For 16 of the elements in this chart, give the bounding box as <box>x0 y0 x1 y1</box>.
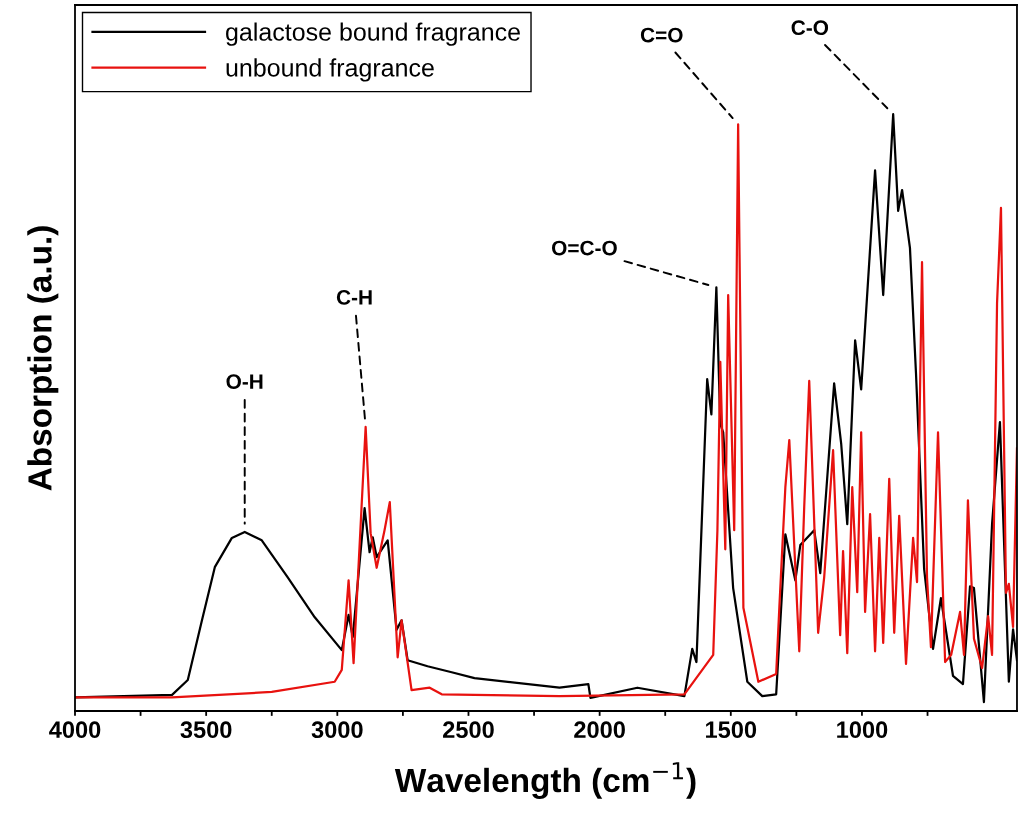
x-tick-label: 1500 <box>706 721 757 739</box>
annotation: C-H <box>336 290 372 305</box>
x-axis-title: Wavelength (cm$^{−1}$) <box>394 762 696 800</box>
y-axis-title: Absorption (a.u.) <box>27 226 59 491</box>
x-tick-label: 3000 <box>311 721 363 739</box>
x-tick-label: 2500 <box>443 721 494 739</box>
x-tick-label: 3500 <box>180 721 232 739</box>
legend-label: unbound fragrance <box>226 58 434 82</box>
annotation: O=C-O <box>552 240 617 256</box>
annotation: O-H <box>226 374 263 389</box>
x-tick-label: 4000 <box>49 721 101 739</box>
legend-label: galactose bound fragrance <box>226 22 520 46</box>
annotation: C=O <box>640 27 683 43</box>
x-tick-label: 2000 <box>574 721 625 739</box>
x-tick-label: 1000 <box>837 721 888 739</box>
annotation: C-O <box>791 20 829 36</box>
